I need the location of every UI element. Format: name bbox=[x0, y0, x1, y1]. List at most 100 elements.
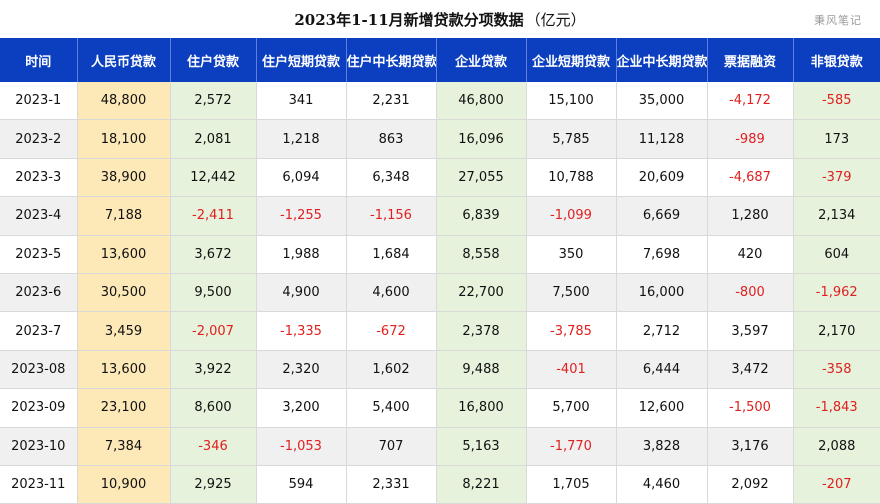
table-cell: -207 bbox=[793, 465, 880, 504]
table-cell: 2023-3 bbox=[0, 158, 78, 198]
table-body: 2023-1 48,800 2,572 341 2,231 46,800 15,100 35,… bbox=[0, 82, 880, 504]
table-cell: 3,597 bbox=[707, 311, 794, 351]
table-cell: 2,081 bbox=[170, 119, 257, 159]
column-header: 非银贷款 bbox=[793, 38, 880, 82]
table-cell: 3,459 bbox=[77, 311, 171, 351]
table-cell: -2,411 bbox=[170, 196, 257, 236]
table-cell: 7,500 bbox=[526, 273, 617, 313]
table-cell: 4,900 bbox=[256, 273, 347, 313]
table-cell: 9,488 bbox=[436, 350, 527, 390]
column-header: 住户贷款 bbox=[170, 38, 257, 82]
table-cell: 2023-2 bbox=[0, 119, 78, 159]
table-cell: 10,900 bbox=[77, 465, 171, 504]
table-cell: 13,600 bbox=[77, 350, 171, 390]
table-cell: 23,100 bbox=[77, 388, 171, 428]
table-cell: 2,572 bbox=[170, 82, 257, 121]
table-row: 2023-3 38,900 12,442 6,094 6,348 27,055 10,788… bbox=[0, 158, 880, 198]
table-cell: -672 bbox=[346, 311, 437, 351]
table-cell: 1,218 bbox=[256, 119, 347, 159]
table-cell: 1,988 bbox=[256, 235, 347, 274]
column-header: 企业短期贷款 bbox=[526, 38, 617, 82]
table-cell: 48,800 bbox=[77, 82, 171, 121]
table-cell: -3,785 bbox=[526, 311, 617, 351]
table-cell: 6,094 bbox=[256, 158, 347, 198]
column-header: 住户短期贷款 bbox=[256, 38, 347, 82]
table-cell: 2,088 bbox=[793, 427, 880, 466]
table-cell: 3,828 bbox=[616, 427, 708, 466]
table-cell: -1,156 bbox=[346, 196, 437, 236]
table-row: 2023-09 23,100 8,600 3,200 5,400 16,800 5,700 1… bbox=[0, 388, 880, 428]
table-cell: -1,335 bbox=[256, 311, 347, 351]
table-cell: 10,788 bbox=[526, 158, 617, 198]
table-row: 2023-6 30,500 9,500 4,900 4,600 22,700 7,500 16… bbox=[0, 273, 880, 313]
table-cell: 35,000 bbox=[616, 82, 708, 121]
table-cell: 2,134 bbox=[793, 196, 880, 236]
table-cell: -379 bbox=[793, 158, 880, 198]
table-cell: 5,400 bbox=[346, 388, 437, 428]
table-cell: 3,176 bbox=[707, 427, 794, 466]
table-cell: 5,163 bbox=[436, 427, 527, 466]
table-cell: 30,500 bbox=[77, 273, 171, 313]
chart-title-text: 2023年1-11月新增贷款分项数据 bbox=[294, 10, 524, 29]
column-header: 人民币贷款 bbox=[77, 38, 171, 82]
table-cell: 3,472 bbox=[707, 350, 794, 390]
table-row: 2023-10 7,384 -346 -1,053 707 5,163 -1,770 3,82… bbox=[0, 427, 880, 466]
table-cell: 341 bbox=[256, 82, 347, 121]
table-cell: 46,800 bbox=[436, 82, 527, 121]
watermark: 秉风笔记 bbox=[814, 14, 862, 27]
column-header: 企业中长期贷款 bbox=[616, 38, 708, 82]
table-cell: 1,602 bbox=[346, 350, 437, 390]
table-cell: 7,698 bbox=[616, 235, 708, 274]
table-cell: -585 bbox=[793, 82, 880, 121]
table-cell: 2,331 bbox=[346, 465, 437, 504]
table-cell: -1,255 bbox=[256, 196, 347, 236]
table-row: 2023-11 10,900 2,925 594 2,331 8,221 1,705 4,46… bbox=[0, 465, 880, 504]
table-cell: 22,700 bbox=[436, 273, 527, 313]
table-row: 2023-08 13,600 3,922 2,320 1,602 9,488 -401 6,4… bbox=[0, 350, 880, 390]
column-header: 时间 bbox=[0, 38, 78, 82]
table-cell: 2023-1 bbox=[0, 82, 78, 121]
table-row: 2023-7 3,459 -2,007 -1,335 -672 2,378 -3,785 2,… bbox=[0, 311, 880, 351]
table-cell: 8,558 bbox=[436, 235, 527, 274]
table-cell: -346 bbox=[170, 427, 257, 466]
table-cell: 4,460 bbox=[616, 465, 708, 504]
table-cell: 9,500 bbox=[170, 273, 257, 313]
table-cell: 1,705 bbox=[526, 465, 617, 504]
table-cell: 2023-4 bbox=[0, 196, 78, 236]
table-cell: 2023-10 bbox=[0, 427, 78, 466]
table-cell: 8,600 bbox=[170, 388, 257, 428]
table-cell: 6,669 bbox=[616, 196, 708, 236]
table-cell: 15,100 bbox=[526, 82, 617, 121]
table-cell: 4,600 bbox=[346, 273, 437, 313]
table-cell: 2,170 bbox=[793, 311, 880, 351]
table-cell: 6,444 bbox=[616, 350, 708, 390]
table-cell: 7,384 bbox=[77, 427, 171, 466]
table-row: 2023-2 18,100 2,081 1,218 863 16,096 5,785 11,1… bbox=[0, 119, 880, 159]
table-row: 2023-4 7,188 -2,411 -1,255 -1,156 6,839 -1,099… bbox=[0, 196, 880, 236]
table-cell: 707 bbox=[346, 427, 437, 466]
table-cell: 2023-7 bbox=[0, 311, 78, 351]
chart-unit: （亿元） bbox=[525, 10, 586, 29]
table-cell: -4,172 bbox=[707, 82, 794, 121]
table-cell: 2023-6 bbox=[0, 273, 78, 313]
table-cell: 20,609 bbox=[616, 158, 708, 198]
table-cell: 7,188 bbox=[77, 196, 171, 236]
table-cell: 2,320 bbox=[256, 350, 347, 390]
table-cell: -1,962 bbox=[793, 273, 880, 313]
table-cell: 38,900 bbox=[77, 158, 171, 198]
table-cell: 27,055 bbox=[436, 158, 527, 198]
table-cell: -2,007 bbox=[170, 311, 257, 351]
table-cell: 594 bbox=[256, 465, 347, 504]
table-cell: 2,378 bbox=[436, 311, 527, 351]
table-cell: -358 bbox=[793, 350, 880, 390]
table-cell: 2,925 bbox=[170, 465, 257, 504]
column-header: 住户中长期贷款 bbox=[346, 38, 437, 82]
column-header: 票据融资 bbox=[707, 38, 794, 82]
table-cell: 8,221 bbox=[436, 465, 527, 504]
column-header: 企业贷款 bbox=[436, 38, 527, 82]
table-cell: 3,200 bbox=[256, 388, 347, 428]
table-cell: 16,096 bbox=[436, 119, 527, 159]
table-cell: 16,800 bbox=[436, 388, 527, 428]
table-cell: 12,600 bbox=[616, 388, 708, 428]
table-cell: 6,348 bbox=[346, 158, 437, 198]
